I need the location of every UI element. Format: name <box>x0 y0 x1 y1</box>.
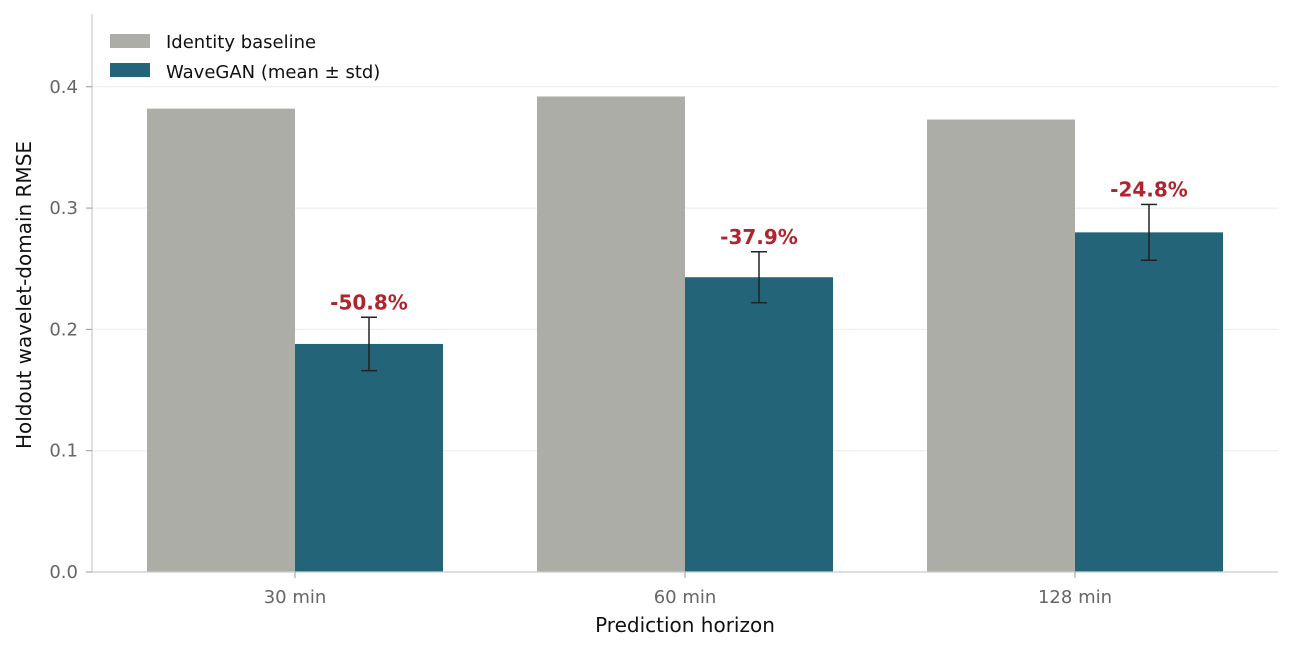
legend: Identity baseline WaveGAN (mean ± std) <box>110 32 380 83</box>
x-ticks: 30 min 60 min 128 min <box>264 572 1112 608</box>
bar-identity-baseline <box>927 119 1075 572</box>
x-axis-label: Prediction horizon <box>595 613 775 637</box>
percent-change-label: -50.8% <box>330 290 408 314</box>
percent-change-label: -24.8% <box>1110 177 1188 201</box>
x-tick-label: 30 min <box>264 587 327 608</box>
bar-wavegan <box>685 277 833 572</box>
bars <box>147 96 1223 573</box>
percent-annotations: -50.8% -37.9% -24.8% <box>330 177 1188 314</box>
error-bars <box>361 203 1157 372</box>
percent-change-label: -37.9% <box>720 225 798 249</box>
legend-swatch-identity-baseline <box>110 34 150 48</box>
y-tick-label: 0.0 <box>49 562 78 583</box>
x-tick-label: 128 min <box>1038 587 1112 608</box>
x-tick-label: 60 min <box>654 587 717 608</box>
y-ticks: 0.0 0.1 0.2 0.3 0.4 <box>49 77 92 583</box>
bar-identity-baseline <box>537 96 685 573</box>
bar-identity-baseline <box>147 108 295 572</box>
bar-wavegan <box>295 343 443 572</box>
legend-label-wavegan: WaveGAN (mean ± std) <box>166 62 380 83</box>
y-tick-label: 0.3 <box>49 198 78 219</box>
legend-label-identity-baseline: Identity baseline <box>166 32 316 53</box>
legend-swatch-wavegan <box>110 63 150 77</box>
y-tick-label: 0.1 <box>49 441 78 462</box>
y-tick-label: 0.2 <box>49 319 78 340</box>
bar-wavegan <box>1075 232 1223 572</box>
y-tick-label: 0.4 <box>49 77 78 98</box>
y-axis-label: Holdout wavelet-domain RMSE <box>12 141 36 449</box>
